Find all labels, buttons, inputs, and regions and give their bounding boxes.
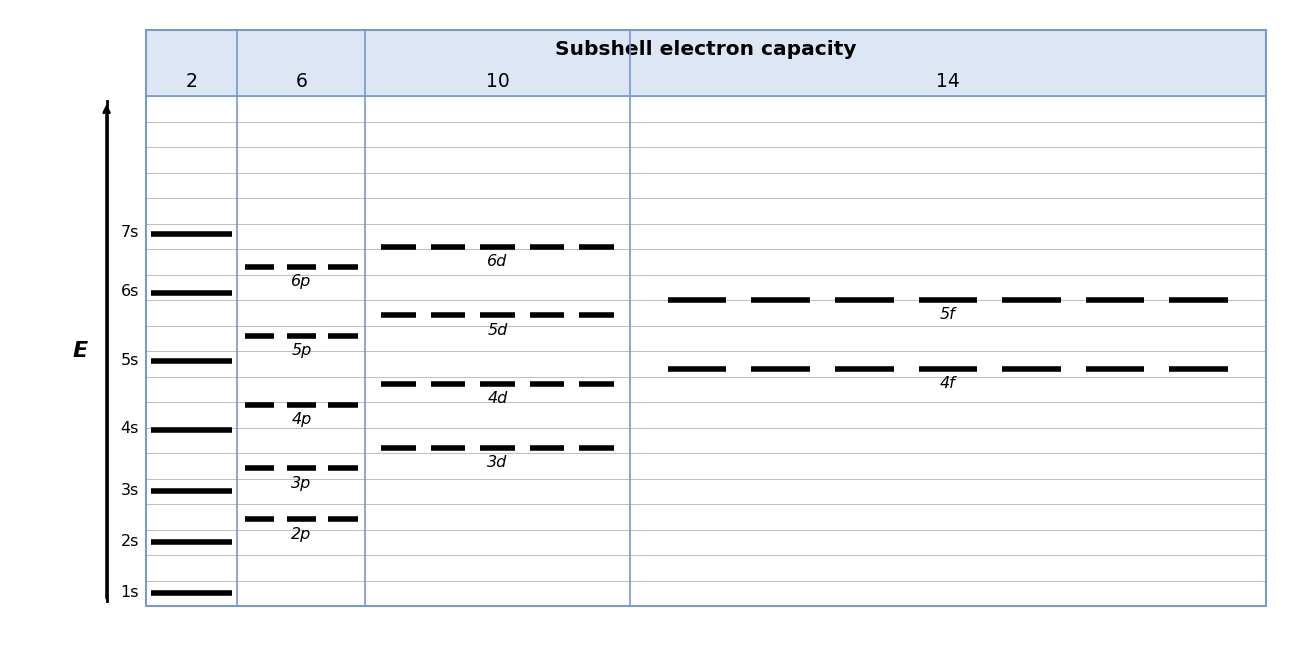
Bar: [146, 30, 1266, 606]
Text: 5f: 5f: [940, 307, 956, 322]
Text: 4f: 4f: [940, 376, 956, 391]
Bar: [146, 96, 1266, 606]
Text: 6: 6: [295, 72, 307, 91]
Text: 10: 10: [486, 72, 510, 91]
Text: 5p: 5p: [291, 343, 312, 358]
Text: E: E: [73, 341, 88, 361]
Text: 3s: 3s: [121, 483, 139, 498]
Text: 4d: 4d: [488, 392, 507, 406]
Text: 2s: 2s: [121, 533, 139, 549]
Text: 5s: 5s: [121, 352, 139, 368]
Text: 14: 14: [936, 72, 959, 91]
Text: 6s: 6s: [121, 284, 139, 299]
Text: 1s: 1s: [121, 585, 139, 599]
Text: 4s: 4s: [121, 422, 139, 436]
Text: 2p: 2p: [291, 527, 312, 541]
Text: Subshell electron capacity: Subshell electron capacity: [555, 41, 857, 59]
Text: 6d: 6d: [488, 254, 507, 269]
Bar: [146, 30, 1266, 96]
Text: 6p: 6p: [291, 274, 312, 289]
Text: 3d: 3d: [488, 455, 507, 470]
Text: 4p: 4p: [291, 412, 312, 427]
Text: 2: 2: [186, 72, 198, 91]
Text: 3p: 3p: [291, 476, 312, 491]
Text: 5d: 5d: [488, 322, 507, 338]
Text: 7s: 7s: [121, 225, 139, 240]
